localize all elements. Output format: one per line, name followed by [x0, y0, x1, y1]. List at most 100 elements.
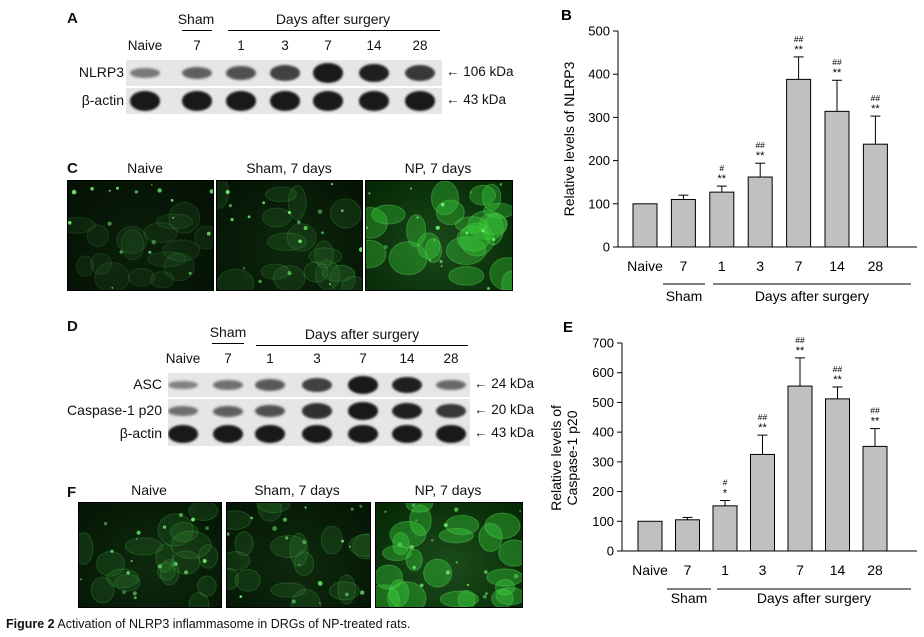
blot-band-d-0-1 [213, 380, 243, 390]
fluorescent-dot [409, 545, 415, 550]
y-tick-label: 600 [592, 365, 614, 380]
fluorescent-dot [484, 570, 488, 574]
fluorescent-dot [470, 191, 473, 194]
y-tick-label: 400 [588, 67, 610, 82]
lane-label-d-3: 3 [313, 351, 321, 366]
neuron-cell [329, 264, 356, 290]
lane-label-d-6: 28 [443, 351, 459, 366]
x-tick-label: 7 [795, 258, 803, 274]
neuron-cell [217, 181, 230, 209]
fluorescent-dot [209, 189, 213, 194]
neuron-cell [491, 588, 514, 607]
x-tick-label: Naive [627, 258, 663, 274]
fluorescent-dot [103, 521, 108, 526]
fluorescent-dot [228, 204, 232, 208]
blot-band-a-1-2 [226, 91, 256, 111]
neuron-cell [163, 252, 195, 282]
y-tick-label: 0 [603, 240, 610, 255]
neuron-cell [481, 183, 502, 211]
micro-label-c-sham: Sham, 7 days [246, 160, 332, 176]
fluorescent-dot [225, 190, 230, 194]
blot-band-a-0-1 [182, 67, 212, 79]
significance-hash: ## [794, 34, 804, 44]
fluorescent-dot [157, 564, 162, 569]
neuron-cell [116, 226, 148, 254]
neuron-cell [501, 270, 512, 290]
significance-hash: # [719, 163, 724, 173]
fluorescent-dot [243, 267, 246, 270]
neuron-cell [405, 548, 423, 572]
neuron-cell [498, 539, 522, 567]
fluorescent-dot [443, 523, 448, 528]
fluorescent-dot [162, 525, 167, 529]
neuron-cell [198, 544, 219, 569]
blot-band-d-2-5 [392, 425, 422, 443]
neuron-cell [257, 503, 283, 522]
kda-label: 106 kDa [463, 64, 514, 79]
neuron-cell [445, 515, 480, 536]
neuron-cell [270, 535, 307, 558]
days-label-a: Days after surgery [275, 11, 391, 27]
fluorescent-dot [247, 215, 251, 219]
x-tick-label: 3 [759, 562, 767, 578]
neuron-cell [188, 592, 210, 607]
fluorescent-dot [348, 545, 351, 548]
sham-line-d [212, 343, 244, 344]
neuron-cell [157, 562, 176, 581]
neuron-cell [261, 207, 292, 228]
blot-band-d-0-4 [348, 376, 378, 394]
neuron-cell [147, 251, 187, 268]
neuron-cell [495, 578, 516, 596]
bar [825, 398, 850, 552]
panel-letter-d: D [67, 318, 78, 335]
neuron-cell [469, 184, 496, 206]
kda-marker-a-0: ← 106 kDa [446, 64, 514, 79]
fluorescent-dot [80, 578, 82, 581]
fluorescent-dot [227, 532, 230, 536]
fluorescent-dot [68, 221, 72, 225]
y-tick-label: 100 [588, 196, 610, 211]
neuron-cell [352, 533, 370, 560]
fluorescent-dot [262, 201, 266, 205]
blot-band-a-0-2 [226, 66, 256, 80]
days-line-a [228, 30, 440, 31]
bar [786, 78, 812, 248]
arrow-left-icon: ← [474, 425, 492, 440]
fluorescent-dot [71, 189, 77, 195]
significance-star: ** [833, 67, 842, 79]
neuron-cell [382, 545, 412, 562]
neuron-cell [76, 255, 94, 277]
x-tick-label: 14 [830, 562, 846, 578]
significance-star: ** [758, 422, 767, 434]
days-group-label: Days after surgery [757, 590, 871, 606]
fluorescent-dot [130, 560, 133, 563]
neuron-cell [495, 587, 522, 606]
blot-band-a-0-6 [405, 65, 435, 81]
arrow-left-icon: ← [474, 402, 492, 417]
fluorescent-dot [445, 570, 450, 575]
significance-hash: ## [758, 412, 768, 422]
arrow-left-icon: ← [446, 64, 464, 79]
neuron-cell [489, 257, 512, 290]
micro-label-f-np: NP, 7 days [414, 482, 482, 498]
fluorescent-dot [419, 583, 424, 588]
neuron-cell [157, 513, 194, 547]
fluorescent-dot [317, 209, 323, 214]
neuron-cell [272, 265, 306, 290]
fluorescent-dot [303, 226, 308, 230]
neuron-cell [68, 217, 96, 234]
sham-label-d: Sham [209, 324, 247, 340]
blot-band-d-2-3 [302, 425, 332, 443]
lane-label-a-6: 28 [412, 38, 428, 53]
kda-marker-d-2: ← 43 kDa [474, 425, 534, 440]
fluorescent-dot [134, 190, 138, 194]
kda-marker-a-1: ← 43 kDa [446, 92, 506, 107]
arrow-left-icon: ← [446, 92, 464, 107]
y-tick-label: 200 [588, 153, 610, 168]
fluorescent-dot [330, 183, 334, 186]
fluorescent-dot [250, 516, 253, 520]
fluorescent-dot [135, 538, 138, 540]
blot-band-d-1-0 [168, 406, 198, 416]
neuron-cell [270, 582, 307, 598]
micrograph-f-np [375, 502, 523, 608]
